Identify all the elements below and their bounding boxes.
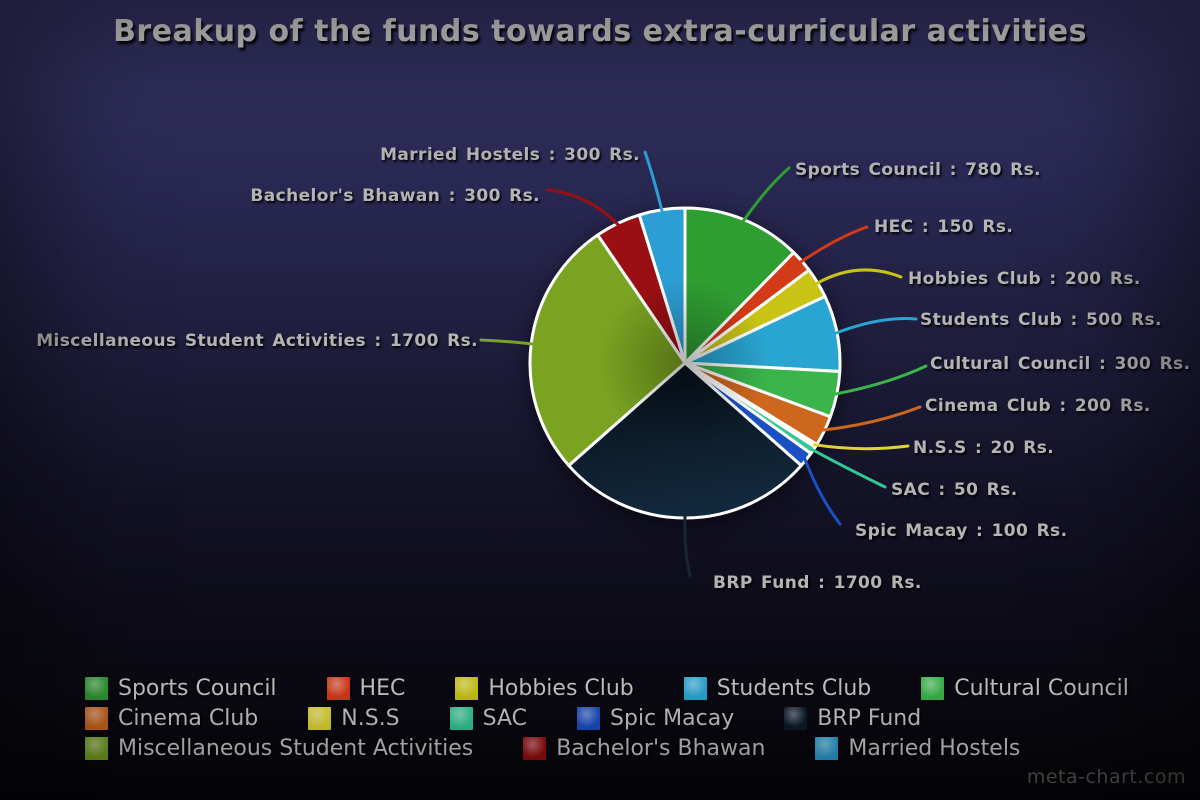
legend-label: Spic Macay xyxy=(610,706,735,731)
callout-miscellaneous-student-activities: Miscellaneous Student Activities : 1700 … xyxy=(36,331,478,351)
legend-item-hobbies-club: Hobbies Club xyxy=(455,676,634,701)
legend-item-students-club: Students Club xyxy=(683,676,872,701)
legend-row: Miscellaneous Student Activities Bachelor… xyxy=(85,736,1129,761)
legend-label: N.S.S xyxy=(341,706,400,731)
leader-line-cinema-club xyxy=(821,405,922,432)
legend-label: BRP Fund xyxy=(817,706,922,731)
callout-hec: HEC : 150 Rs. xyxy=(874,217,1014,237)
legend-item-n-s-s: N.S.S xyxy=(308,706,400,731)
legend-label: Married Hostels xyxy=(848,736,1021,761)
leader-line-students-club xyxy=(833,317,918,335)
callout-n-s-s: N.S.S : 20 Rs. xyxy=(913,438,1055,458)
legend-item-miscellaneous-student-activities: Miscellaneous Student Activities xyxy=(85,736,473,761)
legend-label: Bachelor's Bhawan xyxy=(556,736,766,761)
leader-line-spic-macay xyxy=(803,456,842,526)
legend-swatch-sac xyxy=(449,707,473,730)
legend: Sports Council HEC Hobbies Club Students Cl… xyxy=(85,676,1129,761)
callout-sports-council: Sports Council : 780 Rs. xyxy=(795,160,1042,180)
leader-line-married-hostels xyxy=(643,150,664,214)
legend-swatch-n-s-s xyxy=(308,707,332,730)
legend-item-hec: HEC xyxy=(326,676,406,701)
leader-line-hec xyxy=(798,225,869,264)
legend-item-sports-council: Sports Council xyxy=(85,676,277,701)
legend-label: Hobbies Club xyxy=(488,676,634,701)
legend-label: Miscellaneous Student Activities xyxy=(118,736,474,761)
legend-swatch-hobbies-club xyxy=(455,677,479,700)
leader-line-n-s-s xyxy=(812,443,910,451)
legend-label: Cultural Council xyxy=(954,676,1129,701)
leader-line-sports-council xyxy=(741,166,791,223)
callout-bachelor-s-bhawan: Bachelor's Bhawan : 300 Rs. xyxy=(250,186,540,206)
legend-swatch-cinema-club xyxy=(85,707,108,730)
callout-married-hostels: Married Hostels : 300 Rs. xyxy=(380,145,640,165)
legend-item-cultural-council: Cultural Council xyxy=(921,676,1129,701)
legend-row: Sports Council HEC Hobbies Club Students Cl… xyxy=(85,676,1129,701)
legend-swatch-bachelor-s-bhawan xyxy=(523,737,547,760)
legend-swatch-hec xyxy=(326,677,350,700)
legend-swatch-cultural-council xyxy=(921,677,945,700)
callout-students-club: Students Club : 500 Rs. xyxy=(920,310,1162,330)
legend-item-bachelor-s-bhawan: Bachelor's Bhawan xyxy=(523,736,765,761)
callout-sac: SAC : 50 Rs. xyxy=(891,480,1018,500)
leader-line-hobbies-club xyxy=(814,268,903,286)
legend-swatch-sports-council xyxy=(85,677,108,700)
watermark: meta-chart.com xyxy=(1026,766,1186,788)
legend-swatch-miscellaneous-student-activities xyxy=(85,737,108,760)
legend-item-sac: SAC xyxy=(449,706,528,731)
legend-label: Sports Council xyxy=(118,676,277,701)
legend-item-cinema-club: Cinema Club xyxy=(85,706,258,731)
legend-label: Students Club xyxy=(716,676,872,701)
legend-swatch-married-hostels xyxy=(815,737,839,760)
legend-swatch-brp-fund xyxy=(784,707,808,730)
leader-line-cultural-council xyxy=(833,364,928,396)
legend-row: Cinema Club N.S.S SAC Spic Macay BRP Fund xyxy=(85,706,1129,731)
legend-item-married-hostels: Married Hostels xyxy=(815,736,1020,761)
leader-line-sac xyxy=(809,447,887,489)
pie-center-shading xyxy=(530,208,840,518)
callout-cinema-club: Cinema Club : 200 Rs. xyxy=(925,396,1151,416)
callout-hobbies-club: Hobbies Club : 200 Rs. xyxy=(908,269,1141,289)
callout-spic-macay: Spic Macay : 100 Rs. xyxy=(855,521,1068,541)
callout-cultural-council: Cultural Council : 300 Rs. xyxy=(930,354,1191,374)
leader-line-bachelor-s-bhawan xyxy=(546,188,621,227)
legend-label: Cinema Club xyxy=(118,706,259,731)
legend-item-spic-macay: Spic Macay xyxy=(577,706,734,731)
legend-swatch-spic-macay xyxy=(577,707,601,730)
legend-swatch-students-club xyxy=(683,677,707,700)
leader-line-brp-fund xyxy=(683,514,692,578)
legend-item-brp-fund: BRP Fund xyxy=(784,706,921,731)
callout-brp-fund: BRP Fund : 1700 Rs. xyxy=(713,573,922,593)
chart-title: Breakup of the funds towards extra-curri… xyxy=(113,14,1087,49)
leader-line-miscellaneous-student-activities xyxy=(479,338,535,346)
legend-label: SAC xyxy=(482,706,528,731)
legend-label: HEC xyxy=(359,676,406,701)
